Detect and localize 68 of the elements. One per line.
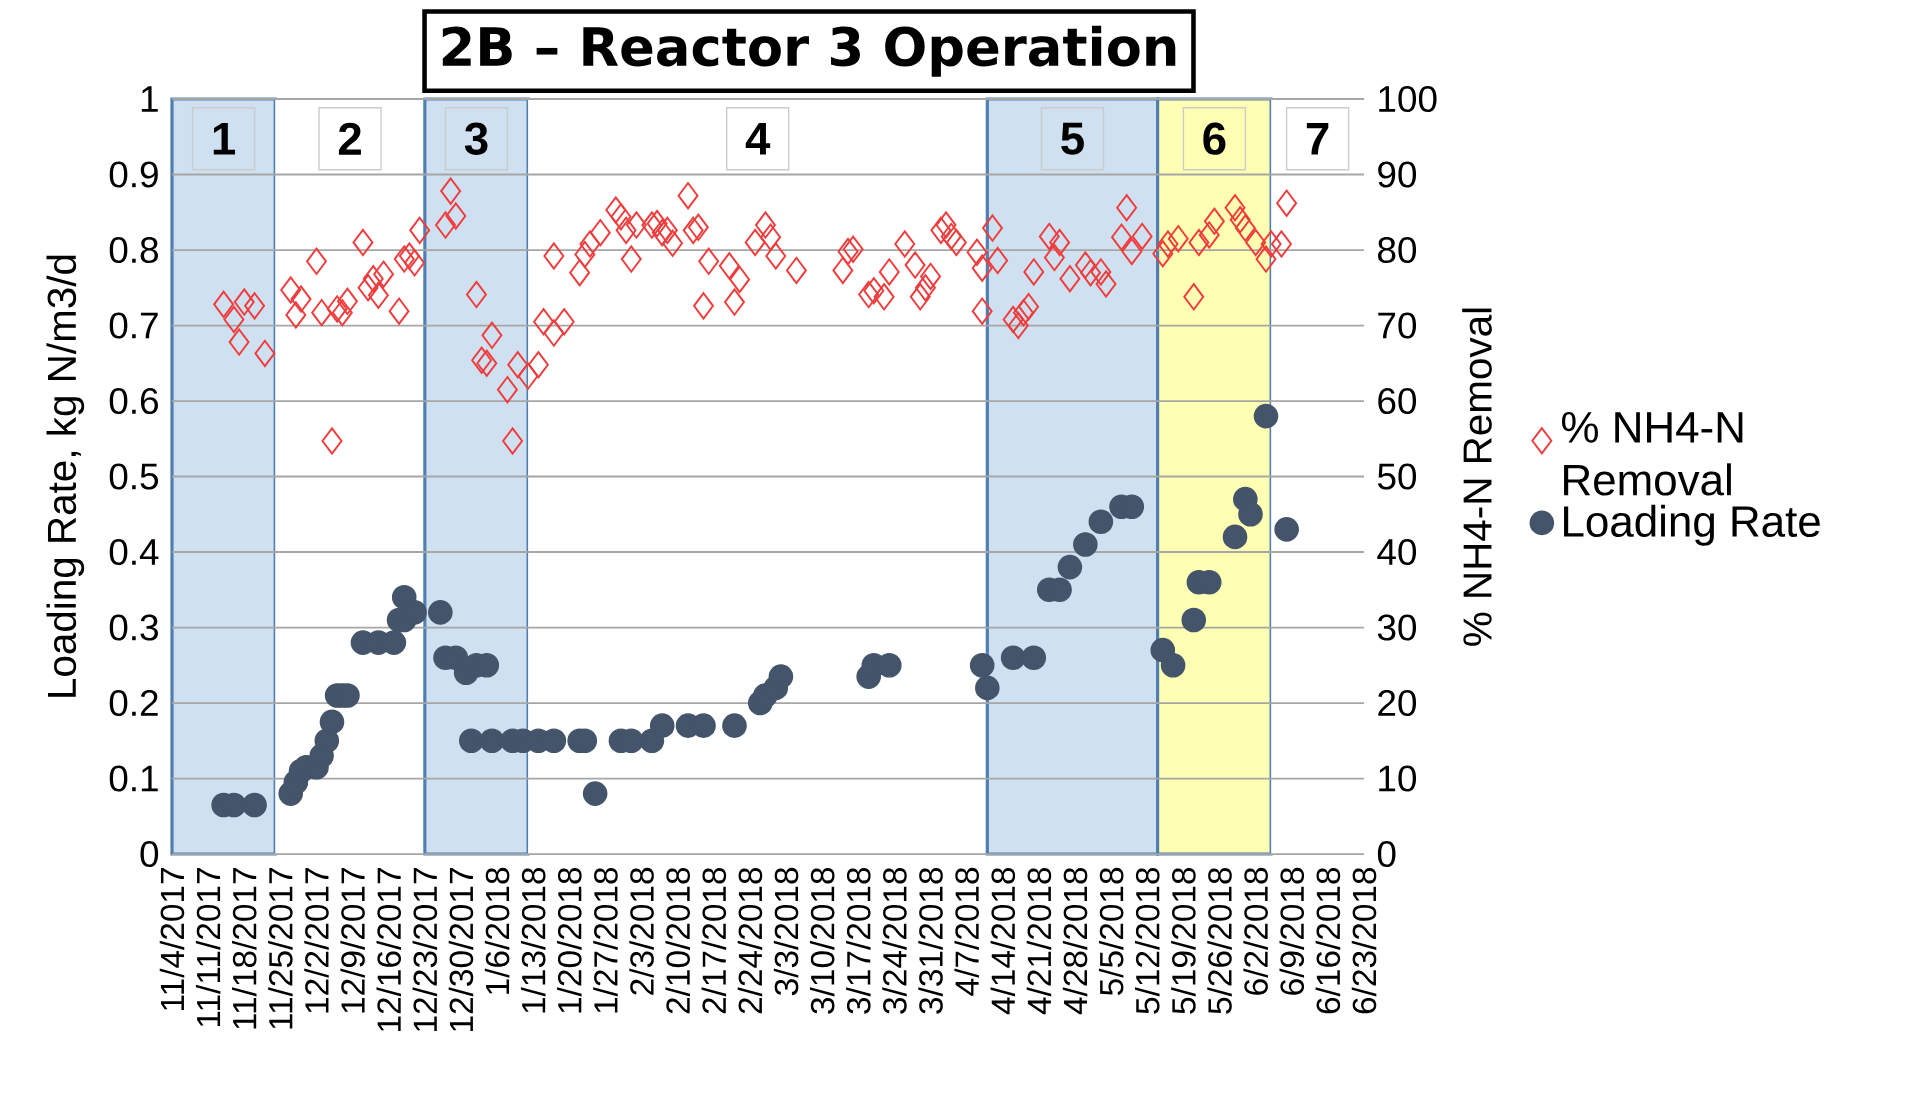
x-tick-label: 3/3/2018	[773, 867, 799, 996]
x-tick-label: 3/24/2018	[882, 867, 907, 1014]
y2-tick-label: 10	[1379, 765, 1417, 792]
y2-tick-label: 80	[1378, 236, 1417, 264]
band-label: 3	[464, 122, 488, 155]
x-tick-label: 5/12/2018	[1135, 867, 1160, 1014]
x-tick-label: 5/5/2018	[1098, 867, 1124, 996]
band-label: 2	[338, 122, 361, 155]
x-tick-label: 4/7/2018	[954, 867, 979, 996]
x-tick-label: 12/9/2017	[340, 868, 365, 1013]
y2-axis-title: % NH4-N Removal	[1462, 308, 1492, 646]
band-label: 1	[213, 123, 236, 155]
x-tick-label: 4/21/2018	[1026, 867, 1052, 1015]
y-tick-label: 1	[141, 86, 158, 112]
x-tick-label: 5/19/2018	[1171, 867, 1196, 1014]
x-tick-label: 2/3/2018	[629, 867, 654, 995]
y2-tick-label: 40	[1377, 538, 1417, 566]
x-tick-label: 4/14/2018	[990, 867, 1016, 1015]
y2-tick-label: 90	[1378, 161, 1417, 188]
band-label: 5	[1061, 122, 1084, 155]
y-tick-label: 0.9	[109, 161, 158, 188]
x-tick-label: 2/17/2018	[701, 867, 727, 1014]
chart-title: 2B – Reactor 3 Operation	[442, 25, 1176, 77]
band-label: 4	[745, 123, 771, 155]
y-tick-label: 0.6	[109, 387, 158, 415]
y2-tick-label: 100	[1379, 85, 1437, 113]
legend-label: % NH4-N Removal	[1562, 411, 1743, 496]
y2-tick-label: 0	[1377, 840, 1396, 868]
x-tick-label: 1/13/2018	[520, 867, 546, 1013]
x-tick-label: 6/2/2018	[1243, 867, 1268, 995]
x-tick-label: 12/23/2017	[412, 868, 438, 1032]
x-tick-label: 11/18/2017	[231, 868, 257, 1029]
y-tick-label: 0.8	[109, 236, 158, 264]
y-tick-label: 0.4	[109, 538, 159, 566]
y2-tick-label: 20	[1378, 689, 1417, 717]
x-tick-label: 11/4/2017	[159, 868, 185, 1010]
x-tick-label: 11/25/2017	[268, 868, 293, 1029]
y-tick-label: 0.3	[109, 614, 158, 641]
x-tick-label: 6/9/2018	[1279, 867, 1305, 995]
x-tick-label: 1/27/2018	[593, 867, 618, 1013]
x-tick-label: 1/6/2018	[484, 867, 510, 994]
legend-label: Loading Rate	[1564, 504, 1820, 546]
y-axis-title: Loading Rate, kg N/m3/d	[46, 255, 85, 697]
x-tick-label: 4/28/2018	[1062, 867, 1088, 1015]
x-tick-label: 12/2/2017	[304, 868, 329, 1013]
x-tick-label: 2/10/2018	[665, 867, 690, 1014]
x-tick-label: 6/23/2018	[1351, 867, 1377, 1014]
y2-tick-label: 30	[1377, 614, 1417, 641]
x-tick-label: 3/10/2018	[809, 867, 835, 1014]
x-tick-label: 2/24/2018	[737, 867, 763, 1014]
band-label: 6	[1203, 122, 1226, 155]
y-tick-label: 0	[140, 840, 159, 868]
x-tick-label: 12/16/2017	[376, 868, 401, 1032]
x-tick-label: 6/16/2018	[1315, 867, 1341, 1014]
x-tick-label: 5/26/2018	[1207, 867, 1232, 1014]
y-tick-label: 0.5	[109, 463, 159, 490]
band-label: 7	[1306, 123, 1329, 155]
x-tick-label: 3/31/2018	[918, 867, 943, 1014]
x-tick-label: 11/11/2017	[195, 868, 221, 1027]
x-tick-label: 3/17/2018	[846, 867, 871, 1014]
x-tick-label: 12/30/2017	[448, 868, 474, 1032]
y2-tick-label: 60	[1378, 387, 1417, 415]
y-tick-label: 0.2	[109, 689, 158, 717]
y2-tick-label: 70	[1378, 312, 1417, 339]
y-tick-label: 0.7	[109, 312, 158, 339]
y-tick-label: 0.1	[109, 765, 158, 792]
y2-tick-label: 50	[1377, 463, 1417, 490]
x-tick-label: 1/20/2018	[557, 867, 582, 1013]
